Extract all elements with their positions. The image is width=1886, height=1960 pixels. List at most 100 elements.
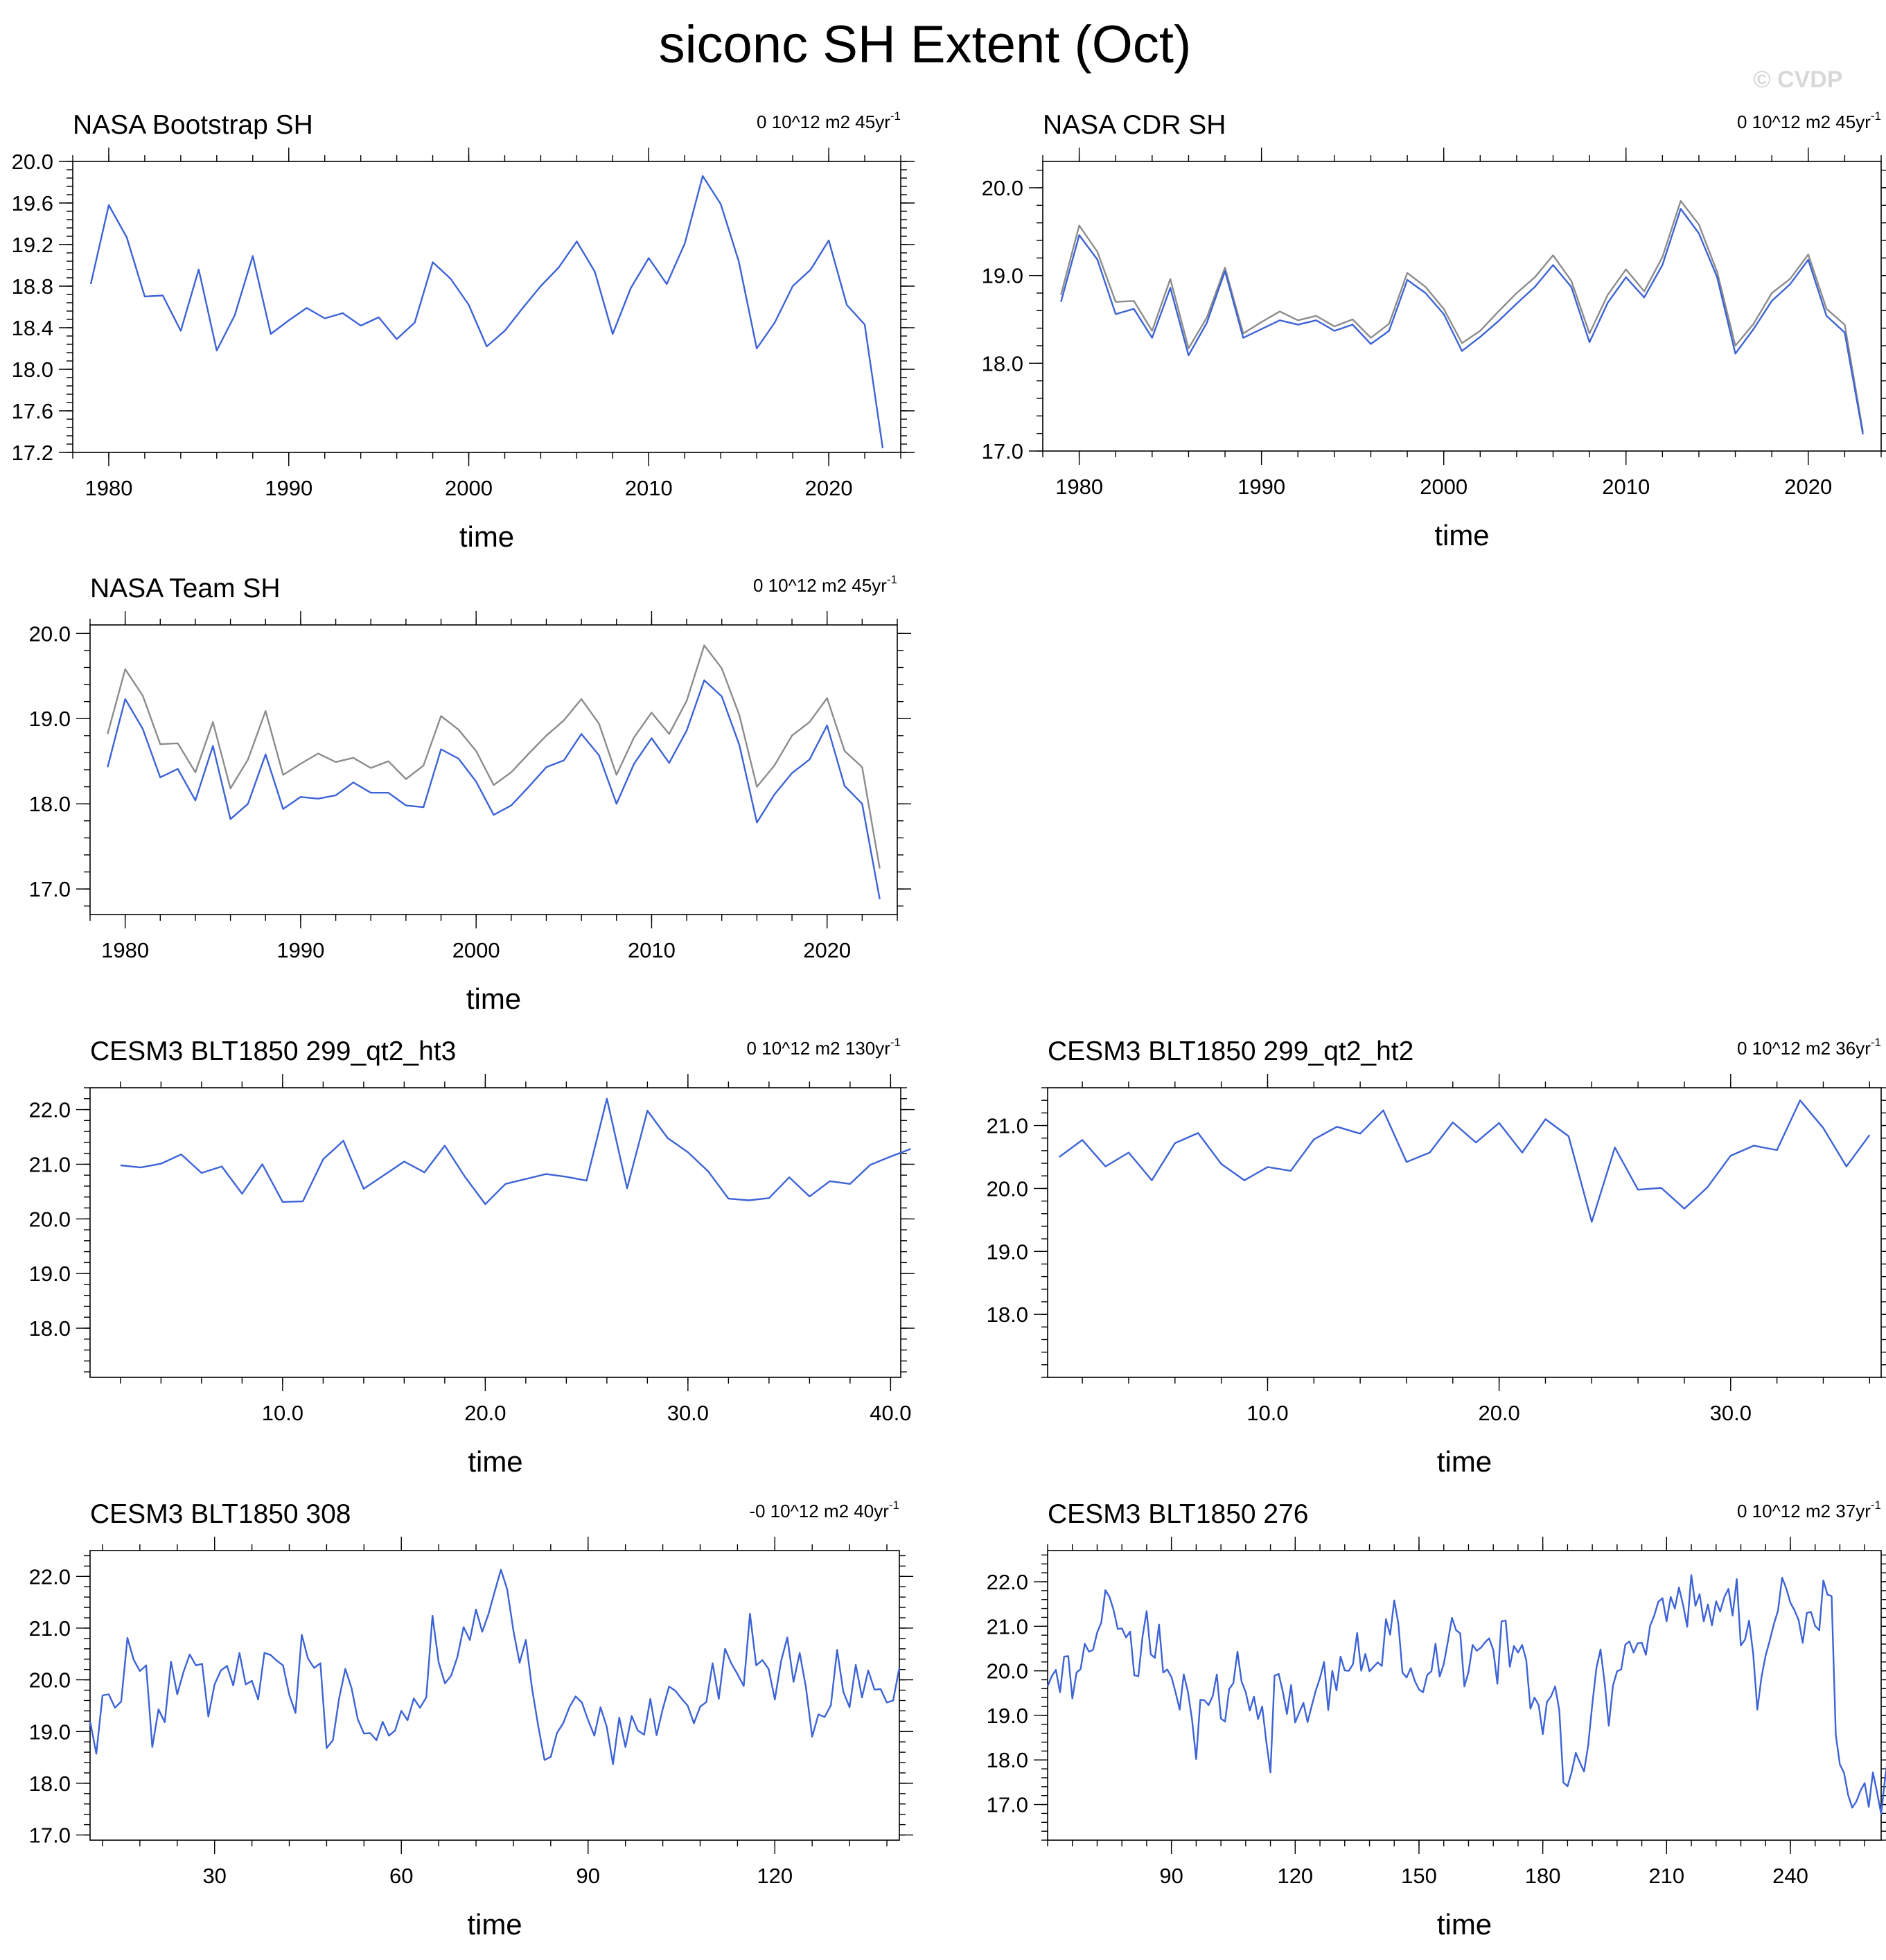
y-tick-label: 19.6 <box>12 191 53 215</box>
y-tick-label: 20.0 <box>987 1176 1028 1201</box>
y-tick-label: 18.0 <box>987 1748 1028 1772</box>
x-tick-label: 1980 <box>85 476 132 500</box>
x-axis-title: time <box>1434 519 1489 551</box>
panel-title: NASA Team SH <box>90 574 281 603</box>
x-tick-label: 40.0 <box>870 1401 911 1425</box>
y-tick-label: 19.0 <box>987 1239 1028 1264</box>
y-tick-label: 17.2 <box>12 441 53 465</box>
y-tick-label: 19.0 <box>982 264 1023 288</box>
cvdp-watermark: © CVDP <box>1754 67 1843 93</box>
series-line-1 <box>89 175 884 449</box>
plot-frame <box>89 1550 900 1841</box>
x-tick-label: 150 <box>1401 1864 1437 1888</box>
trend-label: 0 10^12 m2 45yr-1 <box>1737 109 1881 132</box>
panel-nasa-cdr: NASA CDR SH 0 10^12 m2 45yr-1 17.0 18.0 19.0… <box>982 109 1886 551</box>
y-tick-label: 18.4 <box>12 316 53 340</box>
x-tick-label: 240 <box>1772 1864 1808 1888</box>
x-axis-title: time <box>1437 1445 1492 1478</box>
panel-cesm3-ht3: CESM3 BLT1850 299_qt2_ht3 0 10^12 m2 130y… <box>29 1036 915 1478</box>
panel-cesm3-ht2: CESM3 BLT1850 299_qt2_ht2 0 10^12 m2 36yr… <box>987 1036 1886 1478</box>
figure-title: siconc SH Extent (Oct) <box>659 15 1192 74</box>
x-tick-label: 90 <box>1159 1864 1183 1888</box>
x-tick-label: 2000 <box>1420 475 1468 499</box>
plot-frame <box>1047 1550 1882 1841</box>
x-axis-title: time <box>459 520 514 553</box>
x-axis-title: time <box>466 982 521 1015</box>
series-line-2 <box>1060 208 1864 435</box>
y-tick-label: 18.0 <box>29 1316 71 1341</box>
x-tick-label: 1980 <box>101 938 149 962</box>
x-tick-label: 30 <box>202 1864 226 1888</box>
x-tick-label: 10.0 <box>1246 1401 1288 1425</box>
panel-nasa-team: NASA Team SH 0 10^12 m2 45yr-1 17.0 18.0 19.… <box>29 573 911 1015</box>
y-tick-label: 18.0 <box>982 351 1023 376</box>
y-tick-label: 19.0 <box>29 1262 71 1286</box>
y-tick-label: 18.0 <box>29 792 71 816</box>
x-tick-label: 120 <box>1277 1864 1313 1888</box>
panel-title: NASA Bootstrap SH <box>73 110 313 140</box>
plot-frame <box>89 624 898 915</box>
plot-frame <box>1042 161 1882 452</box>
panel-title: NASA CDR SH <box>1043 110 1226 140</box>
y-tick-label: 20.0 <box>29 621 71 646</box>
y-tick-label: 18.0 <box>12 357 53 382</box>
x-tick-label: 90 <box>576 1864 600 1888</box>
x-tick-label: 2020 <box>803 938 851 962</box>
series-line-1 <box>1046 1574 1886 1815</box>
panel-cesm3-308: CESM3 BLT1850 308 -0 10^12 m2 40yr-1 17.0 1… <box>29 1499 913 1941</box>
y-tick-label: 22.0 <box>29 1564 71 1589</box>
x-tick-label: 20.0 <box>1478 1401 1519 1425</box>
x-tick-label: 2000 <box>445 476 493 500</box>
y-tick-label: 17.0 <box>987 1793 1028 1817</box>
y-tick-label: 21.0 <box>29 1616 71 1641</box>
x-tick-label: 180 <box>1525 1864 1561 1888</box>
y-tick-label: 20.0 <box>29 1207 71 1231</box>
x-tick-label: 2010 <box>625 476 673 500</box>
y-tick-label: 20.0 <box>982 176 1023 200</box>
y-tick-label: 19.0 <box>987 1704 1028 1728</box>
x-axis-title: time <box>467 1908 522 1941</box>
trend-label: 0 10^12 m2 45yr-1 <box>757 109 901 132</box>
x-tick-label: 30.0 <box>1710 1401 1752 1425</box>
plot-frame <box>72 161 901 453</box>
y-tick-label: 17.6 <box>12 399 53 423</box>
x-tick-label: 30.0 <box>667 1401 709 1425</box>
x-tick-label: 210 <box>1648 1864 1684 1888</box>
x-tick-label: 10.0 <box>262 1401 303 1425</box>
y-tick-label: 20.0 <box>29 1668 71 1693</box>
y-tick-label: 22.0 <box>29 1098 71 1122</box>
x-tick-label: 2000 <box>452 938 500 962</box>
y-tick-label: 22.0 <box>987 1570 1028 1594</box>
trend-label: -0 10^12 m2 40yr-1 <box>749 1499 899 1521</box>
x-tick-label: 20.0 <box>464 1401 506 1425</box>
y-tick-label: 20.0 <box>987 1659 1028 1684</box>
trend-label: 0 10^12 m2 45yr-1 <box>753 573 897 596</box>
x-tick-label: 2020 <box>805 476 853 500</box>
x-axis-title: time <box>1437 1908 1492 1941</box>
y-tick-label: 18.0 <box>987 1303 1028 1327</box>
y-tick-label: 20.0 <box>12 150 53 174</box>
y-tick-label: 17.0 <box>29 877 71 901</box>
y-tick-label: 21.0 <box>987 1114 1028 1138</box>
plot-frame <box>89 1087 901 1378</box>
y-tick-label: 21.0 <box>987 1614 1028 1639</box>
x-tick-label: 1990 <box>265 476 312 500</box>
x-tick-label: 120 <box>757 1864 793 1888</box>
series-line-1 <box>120 1097 912 1206</box>
x-tick-label: 2020 <box>1784 475 1832 499</box>
x-tick-label: 2010 <box>628 938 676 962</box>
trend-label: 0 10^12 m2 130yr-1 <box>747 1036 901 1059</box>
x-tick-label: 1990 <box>276 938 324 962</box>
y-tick-label: 21.0 <box>29 1152 71 1176</box>
series-line-1 <box>1058 1099 1871 1223</box>
series-line-2 <box>107 679 881 900</box>
plot-frame <box>1047 1087 1882 1378</box>
y-tick-label: 18.0 <box>29 1772 71 1796</box>
panel-cesm3-276: CESM3 BLT1850 276 0 10^12 m2 37yr-1 17.0 18… <box>987 1499 1886 1941</box>
series-line-1 <box>1060 200 1864 432</box>
series-line-1 <box>89 1569 901 1765</box>
panel-nasa-bootstrap: NASA Bootstrap SH 0 10^12 m2 45yr-1 17.2 17… <box>12 109 915 553</box>
panel-title: CESM3 BLT1850 276 <box>1048 1499 1309 1529</box>
x-tick-label: 1990 <box>1237 475 1285 499</box>
